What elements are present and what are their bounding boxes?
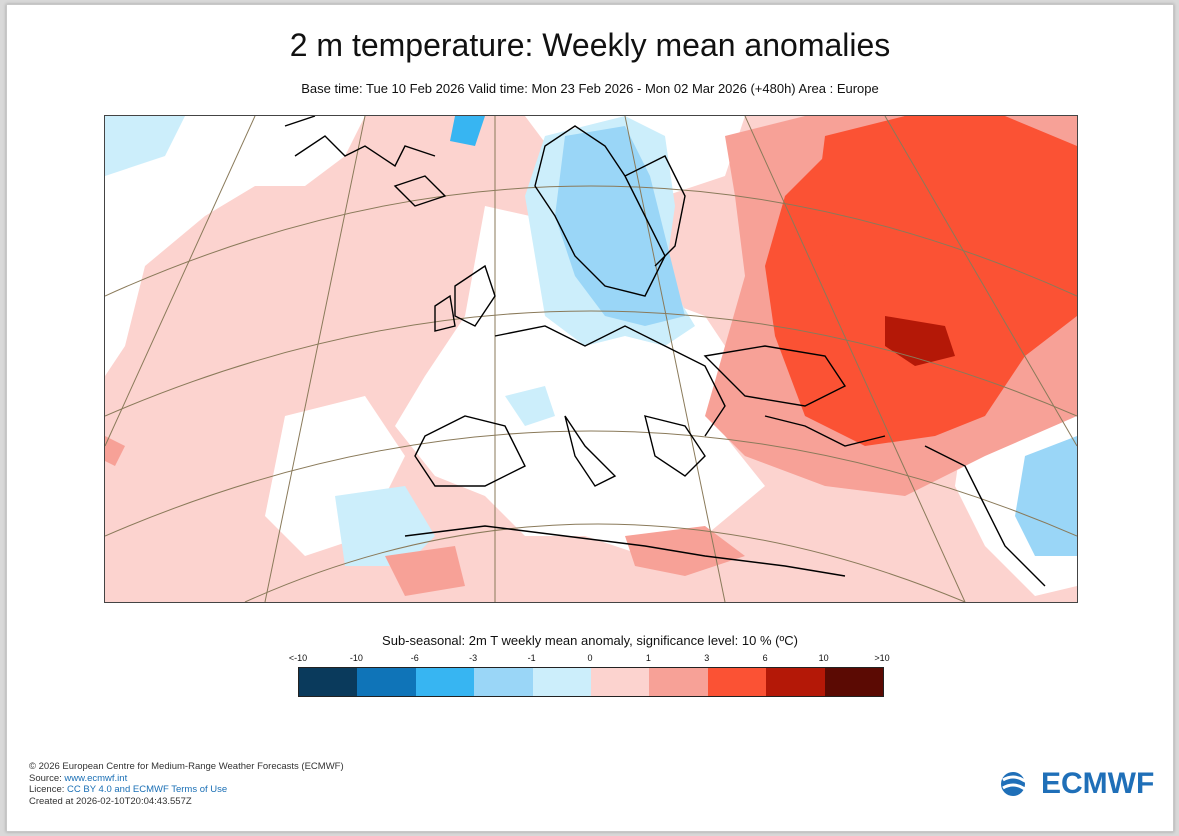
legend-bin [707,668,767,696]
salmon-west-edge [105,436,125,466]
legend-tick: 0 [587,653,593,663]
legend-colorbar [298,667,884,697]
coastlines [284,116,1046,587]
dark-red-spot [885,316,955,366]
footer-copyright: © 2026 European Centre for Medium-Range … [29,761,344,772]
chart-sheet: 2 m temperature: Weekly mean anomalies B… [6,4,1174,832]
blue-iceland-north [450,116,485,146]
legend-bin [299,668,358,696]
legend-tick: -6 [410,653,419,663]
page-subtitle: Base time: Tue 10 Feb 2026 Valid time: M… [301,81,879,96]
legend-tick: -10 [349,653,363,663]
light-blue-france [505,386,555,426]
legend-tick: 10 [818,653,829,663]
blue-east [1015,436,1077,556]
legend-ticks: <-10 -10 -6 -3 -1 0 1 3 6 10 >10 [289,653,890,665]
graticule [105,116,1077,602]
footer-credits: © 2026 European Centre for Medium-Range … [29,761,344,807]
ecmwf-logo: ECMWF [999,767,1154,801]
ecmwf-logo-text: ECMWF [1041,767,1155,800]
footer-created: Created at 2026-02-10T20:04:43.557Z [29,795,192,807]
licence-link[interactable]: CC BY 4.0 and ECMWF Terms of Use [67,784,228,795]
legend-bin [649,668,708,696]
page-title: 2 m temperature: Weekly mean anomalies [289,27,891,63]
footer-source-label: Source: [29,772,65,784]
greenland-light-blue [105,116,185,176]
footer-licence-label: Licence: [29,784,68,795]
legend-bin [415,668,475,696]
legend-tick: 6 [762,653,768,663]
legend-tick: -3 [469,653,478,663]
legend-bin [532,668,592,696]
blue-scandinavia [555,126,685,326]
legend-bin [766,668,825,696]
salmon-libya [625,526,745,576]
ecmwf-logo-icon [1001,772,1037,796]
footer-source: Source: www.ecmwf.int [29,773,344,785]
legend-tick: 3 [704,653,710,663]
footer-licence: Licence: CC BY 4.0 and ECMWF Terms of Us… [29,784,344,796]
map-svg [105,116,1077,602]
legend-bin [474,668,533,696]
legend-tick: <-10 [288,653,308,663]
legend-tick: -1 [527,653,536,663]
salmon-north-africa [385,546,465,596]
red-northeast [815,116,965,266]
legend-bin [357,668,416,696]
legend-tick: >10 [874,653,890,663]
legend-tick: 1 [645,653,651,663]
legend-bin [591,668,650,696]
anomaly-map [104,115,1078,603]
source-link[interactable]: www.ecmwf.int [64,772,128,784]
legend-title: Sub-seasonal: 2m T weekly mean anomaly, … [382,633,798,648]
legend-bin [824,668,884,696]
white-zone-northwest [105,116,365,376]
